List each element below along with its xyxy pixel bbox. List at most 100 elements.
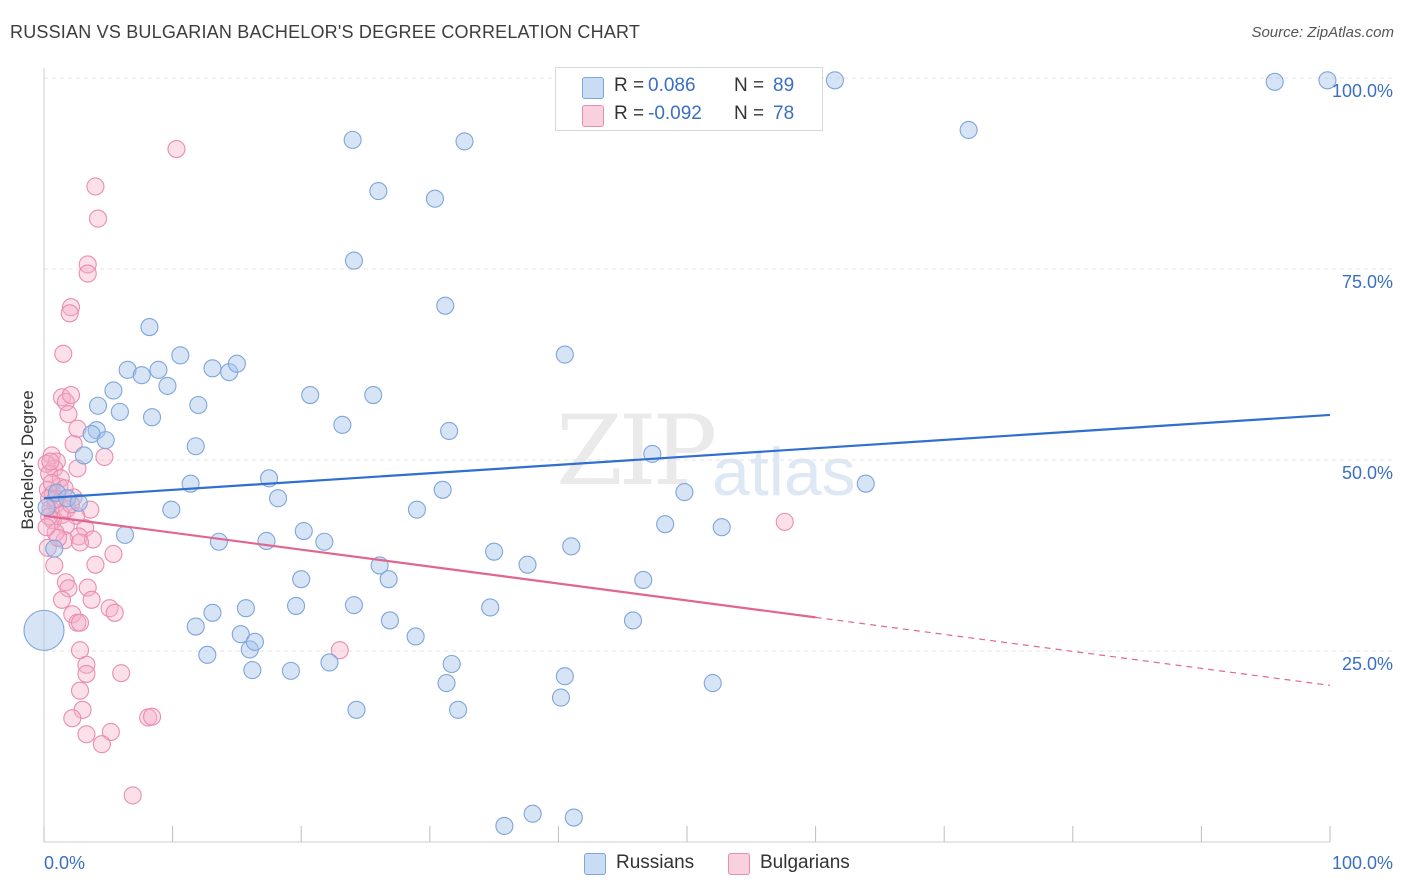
russians-point [209,532,228,551]
russians-point [675,483,694,502]
bulgarians-point [37,518,56,537]
bulgarians-point [92,735,111,754]
russians-point [23,609,65,651]
russians-point [203,603,222,622]
bulgarians-swatch [582,105,604,127]
russians-point [227,354,246,373]
russians-point [551,688,571,707]
bulgarians-point [88,209,108,228]
russians-point [301,386,320,405]
russians-trend-line [43,413,1331,500]
bulgarians-point [82,590,101,609]
tick-labels: 25.0% 50.0% 75.0% 100.0% 0.0% 100.0% [44,81,1393,873]
bulgarians-point [101,722,120,742]
russians-swatch [582,77,604,99]
bulgarians-trend-extension [815,616,1331,686]
russians-point [344,251,363,270]
russians-point [406,627,425,646]
russians-point [245,632,264,651]
russians-point [364,386,383,405]
russians-point [856,474,875,493]
russians-point [1265,72,1284,91]
russians-point [440,421,459,441]
russians-point [186,617,205,636]
russians-point [37,498,56,517]
bulgarians-point [86,555,105,574]
r-label: R = [614,75,645,96]
russians-point [437,674,456,693]
russians-point [149,360,168,379]
bulgarians-point [330,641,349,660]
legend-row-russians: R = 0.086 N = 89 [556,73,822,101]
axes-layer [43,68,1331,843]
bulgarians-point [59,579,78,598]
russians-point [96,431,115,450]
russians-point [158,376,177,395]
russians-point [656,515,675,534]
russians-point [236,599,255,618]
russians-point [142,408,162,427]
n-value: 89 [773,75,795,96]
russians-point [315,532,334,551]
bulgarians-point [142,707,162,726]
legend-row-bulgarians: R = -0.092 N = 78 [556,101,822,129]
russians-point [45,539,64,558]
russians-point [523,804,542,823]
bulgarians-point [77,664,96,683]
russians-point [425,189,444,208]
bulgarians-point [78,255,97,274]
russians-point [562,537,581,556]
russians-point [333,415,352,434]
russians-point [294,522,313,541]
russians-point [442,654,461,674]
russians-point [281,661,300,680]
russians-point [1318,71,1337,90]
series-bulgarians-points [37,140,794,805]
r-value: -0.092 [648,103,702,124]
source-label: Source: ZipAtlas.com [1251,24,1394,41]
bulgarians-point [112,664,131,683]
bulgarians-point [105,603,124,622]
russians-point [369,182,388,201]
russians-point [292,570,311,589]
y-tick-label: 25.0% [1342,654,1393,674]
russians-swatch [584,853,606,875]
bulgarians-point [167,140,186,159]
bulgarians-point [63,709,82,728]
legend-label: Bulgarians [760,852,850,873]
russians-point [344,596,363,615]
russians-point [287,596,306,615]
russians-point [132,366,151,385]
correlation-legend: R = 0.086 N = 89 R = -0.092 N = 78 [555,67,823,131]
bulgarians-point [49,528,68,547]
russians-point [555,345,574,364]
russians-point [88,396,108,415]
russians-point [485,542,504,561]
y-tick-label: 75.0% [1342,272,1393,292]
russians-point [564,808,583,827]
russians-point [115,525,135,544]
bulgarians-point [68,419,87,438]
bulgarians-point [60,304,79,323]
russians-point [703,674,722,693]
bulgarians-point [70,681,90,700]
russians-point [243,661,262,680]
trend-lines [43,413,1331,686]
russians-point [481,598,500,617]
russians-point [433,480,452,499]
bulgarians-point [123,786,142,805]
bulgarians-point [52,590,72,609]
bulgarians-point [69,527,88,546]
n-value: 78 [773,103,795,124]
russians-point [189,395,208,415]
russians-point [455,132,474,151]
bulgarians-point [45,556,64,575]
russians-point [186,437,205,456]
bulgarians-point [77,655,96,674]
russians-point [118,360,137,379]
bulgarians-point [51,469,70,488]
legend-label: Russians [616,852,695,873]
russians-point [495,816,514,836]
russians-point [140,318,159,337]
